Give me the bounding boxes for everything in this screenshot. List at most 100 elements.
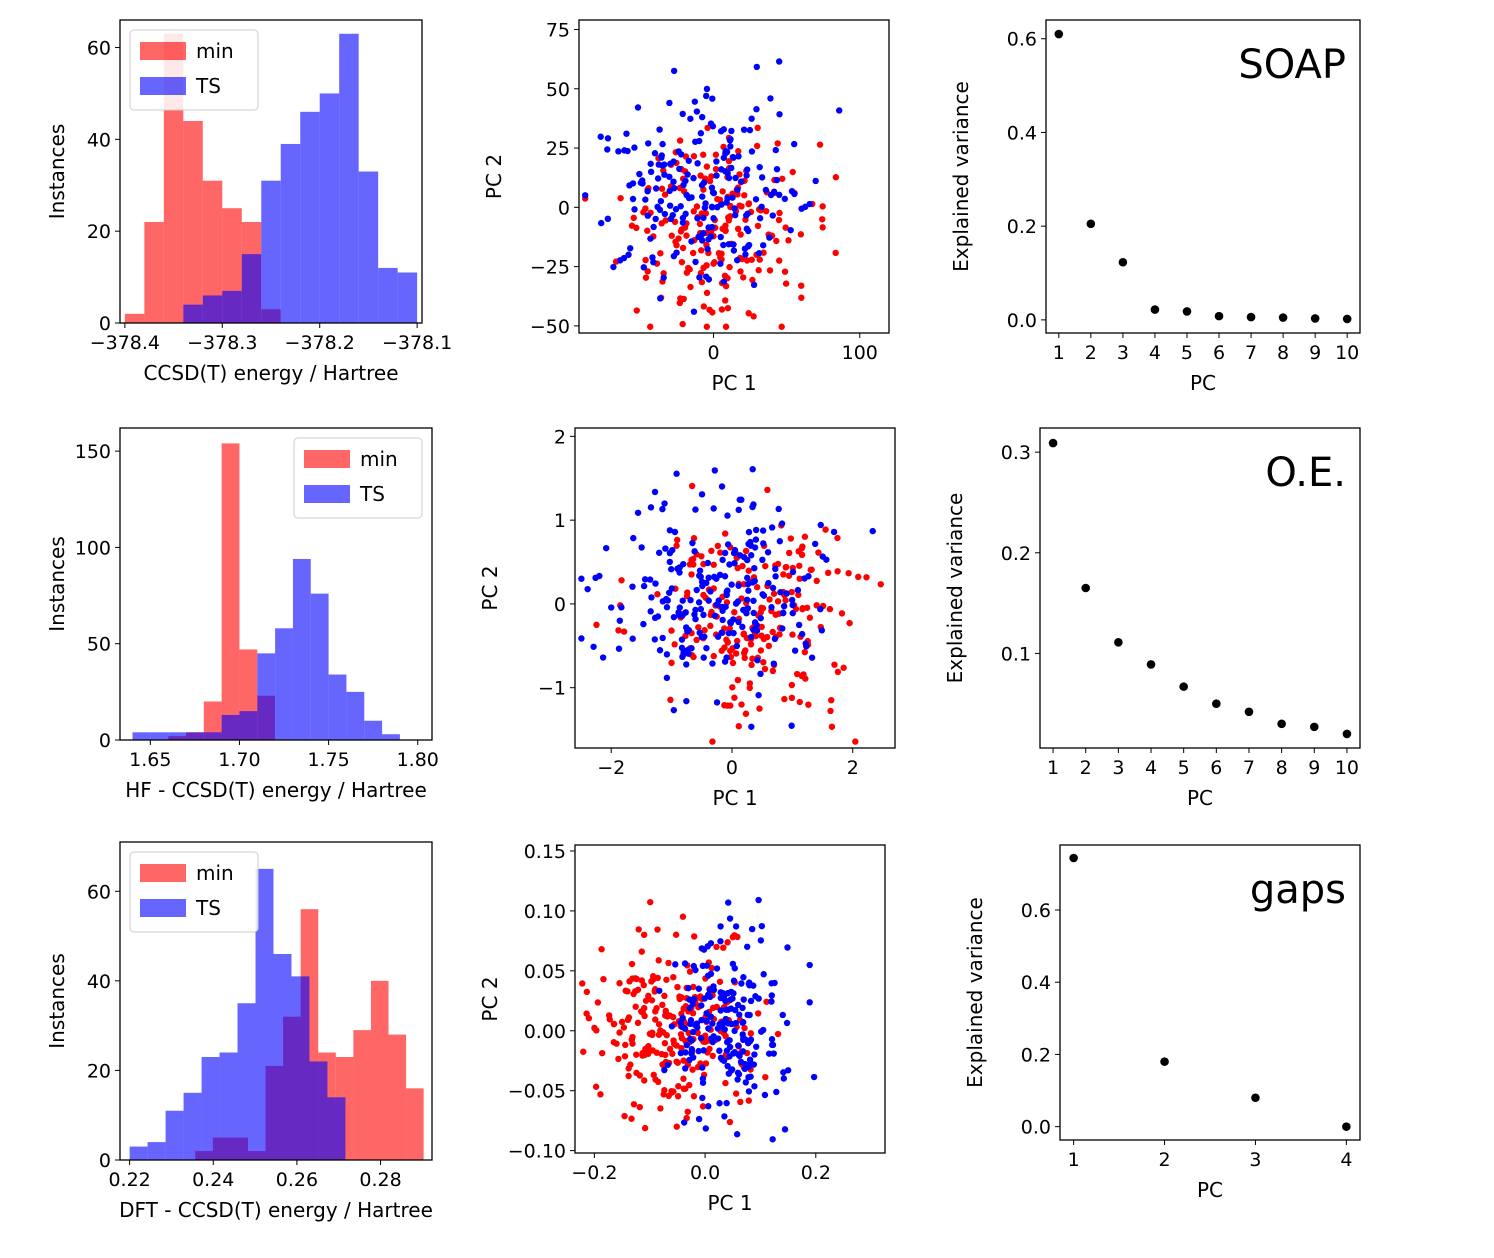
x-tick-label: 6 <box>1210 757 1222 779</box>
point-ts <box>770 1050 777 1057</box>
point-min <box>700 303 707 310</box>
point-ts <box>736 552 744 559</box>
point-ts <box>783 1019 791 1027</box>
point-ts <box>718 629 726 636</box>
point-min <box>762 1073 769 1081</box>
point-min <box>801 533 809 540</box>
point-ts <box>661 500 668 507</box>
point-min <box>680 1057 687 1064</box>
point-ts <box>717 989 724 996</box>
point-ts <box>706 986 714 994</box>
point-min <box>703 163 711 170</box>
point-min <box>785 549 793 557</box>
y-tick-label: 1 <box>554 510 566 532</box>
point-ts <box>615 645 623 652</box>
point-min <box>695 624 702 631</box>
point-min <box>747 641 755 648</box>
point-ts <box>692 258 699 266</box>
y-tick-label: 60 <box>87 881 111 903</box>
x-tick-label: 1.65 <box>129 749 171 771</box>
point-ts <box>707 120 715 127</box>
point-ts <box>779 625 786 632</box>
point-ts <box>789 601 796 609</box>
point-ts <box>744 243 752 250</box>
point-min <box>731 694 738 701</box>
point-min <box>766 596 773 603</box>
point-ts <box>652 580 659 587</box>
point-ts <box>661 210 669 218</box>
point-min <box>776 209 783 217</box>
x-axis-label: PC <box>1197 1178 1223 1202</box>
point-ts <box>772 573 779 580</box>
point-ts <box>709 95 716 102</box>
bar-ts <box>382 734 400 740</box>
point-ts <box>676 165 683 173</box>
legend: min TS <box>293 437 423 519</box>
point-ts <box>663 651 671 658</box>
point-min <box>759 605 767 612</box>
point-ts <box>747 1036 755 1043</box>
point-ts <box>806 961 813 969</box>
y-tick-label: 75 <box>546 19 570 41</box>
axes-frame <box>574 844 886 1154</box>
point-min <box>749 276 756 284</box>
point-ts <box>714 1035 722 1042</box>
point-ts <box>675 148 682 155</box>
point-min <box>641 1012 648 1020</box>
point-ts <box>717 1054 725 1062</box>
point-ts <box>724 541 732 548</box>
y-tick-label: 0.0 <box>1007 310 1037 332</box>
point-ts <box>671 528 679 536</box>
point-ts <box>685 194 693 202</box>
legend-swatch-ts <box>140 77 186 95</box>
point-min <box>625 1072 632 1080</box>
legend-swatch-min <box>140 864 186 882</box>
point-ts <box>678 636 686 643</box>
point-min <box>782 280 790 287</box>
point-min <box>737 1098 744 1106</box>
point-ts <box>726 915 734 922</box>
x-tick-label: 5 <box>1178 757 1190 779</box>
point-ts <box>781 195 789 203</box>
point-ts <box>709 1020 716 1027</box>
point-ts <box>773 176 781 184</box>
point-min <box>756 705 763 712</box>
x-tick-label: 10 <box>1335 757 1359 779</box>
point-ts <box>604 135 612 142</box>
x-tick-label: 1 <box>1047 757 1059 779</box>
y-tick-label: 0.3 <box>1001 442 1031 464</box>
point-min <box>658 185 666 192</box>
point-min <box>605 1012 613 1019</box>
point-ts <box>685 650 692 657</box>
point-min <box>618 577 625 584</box>
scatter-gaps: −0.2 0.0 0.2 −0.10 −0.05 0.00 0.05 0.10 0.15 PC 1… <box>478 841 886 1215</box>
point-min <box>840 664 847 671</box>
point-min <box>625 1065 632 1072</box>
bar-ts <box>364 720 383 740</box>
point-ts <box>709 660 716 667</box>
point-ts <box>670 158 677 165</box>
point-ts <box>620 254 628 262</box>
point-ts <box>673 249 680 256</box>
variance-point <box>1278 313 1288 322</box>
point-min <box>709 738 716 745</box>
point-min <box>780 571 787 578</box>
point-ts <box>740 996 747 1003</box>
point-ts <box>750 609 757 617</box>
point-ts <box>702 1125 709 1132</box>
point-ts <box>746 979 753 986</box>
point-ts <box>711 467 719 474</box>
point-ts <box>760 540 767 547</box>
point-ts <box>766 234 773 241</box>
point-min <box>828 696 835 704</box>
point-ts <box>675 609 682 616</box>
point-ts <box>747 542 755 549</box>
bar-min <box>202 180 223 323</box>
variance-point <box>1182 307 1192 316</box>
point-ts <box>705 1103 712 1110</box>
variance-point <box>1146 660 1156 669</box>
point-min <box>690 653 697 661</box>
point-ts <box>756 163 763 171</box>
point-min <box>703 323 711 330</box>
variance-point <box>1160 1057 1169 1066</box>
